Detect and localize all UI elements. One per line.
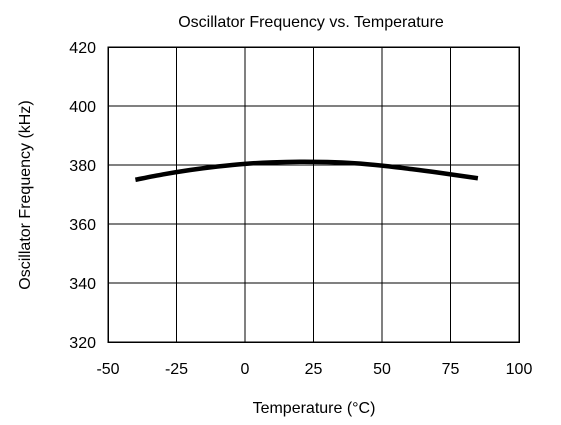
y-axis-title: Oscillator Frequency (kHz) <box>17 100 34 289</box>
y-tick-label: 360 <box>69 217 96 234</box>
plot-frame <box>107 46 520 343</box>
chart-title: Oscillator Frequency vs. Temperature <box>178 14 444 31</box>
x-tick-label: 0 <box>241 361 250 378</box>
x-tick-label: 100 <box>506 361 533 378</box>
x-tick-label: -50 <box>96 361 119 378</box>
series-layer <box>134 159 479 182</box>
y-tick-label: 400 <box>69 99 96 116</box>
x-axis-title: Temperature (°C) <box>253 400 376 417</box>
x-tick-label: 75 <box>442 361 460 378</box>
y-tick-label: 340 <box>69 276 96 293</box>
y-tick-label: 380 <box>69 158 96 175</box>
x-tick-label: 50 <box>373 361 391 378</box>
x-tick-label: 25 <box>305 361 323 378</box>
y-tick-label: 320 <box>69 335 96 352</box>
y-tick-labels: 320 340 360 380 400 420 <box>69 40 96 352</box>
x-tick-label: -25 <box>165 361 188 378</box>
x-tick-labels: -50 -25 0 25 50 75 100 <box>96 361 532 378</box>
y-tick-label: 420 <box>69 40 96 57</box>
grid <box>107 46 520 343</box>
series-line-0 <box>134 159 479 182</box>
